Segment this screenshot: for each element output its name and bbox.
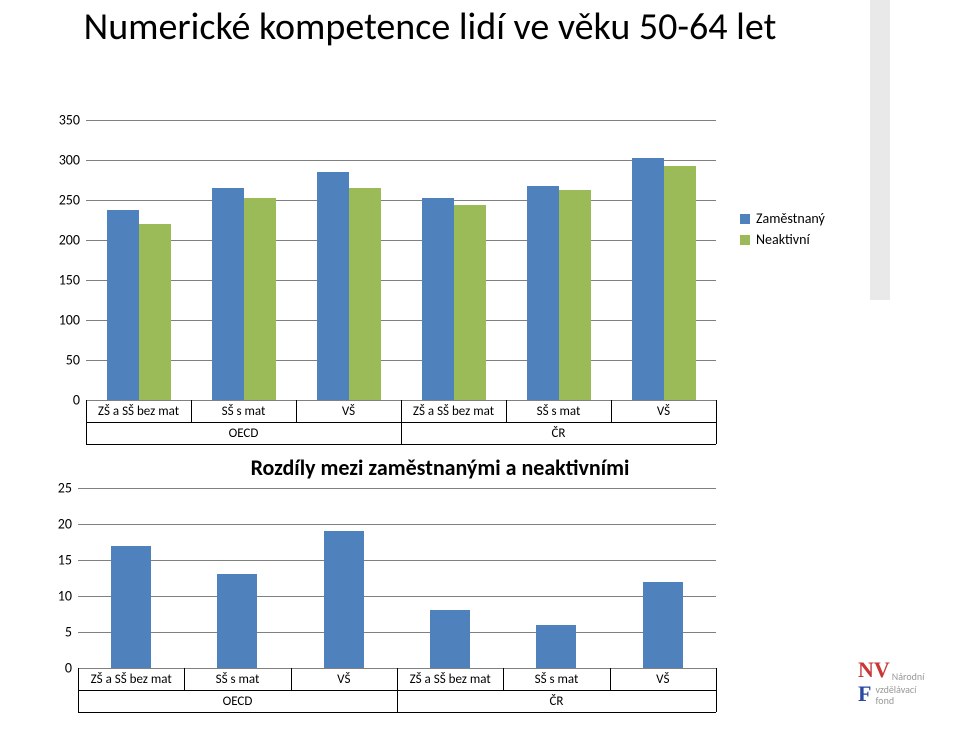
chart1-category-group: [611, 120, 716, 400]
chart2-group-label: OECD: [78, 694, 397, 714]
legend-label: Neaktivní: [756, 231, 810, 248]
chart1-group-label: ČR: [401, 426, 716, 446]
chart1-ytick: 50: [40, 352, 80, 369]
page-title: Numerické kompetence lidí ve věku 50-64 …: [40, 6, 820, 50]
chart1-category-group: [506, 120, 611, 400]
competence-chart: 050100150200250300350 ZŠ a SŠ bez matSŠ …: [40, 120, 820, 440]
chart1-bar: [107, 210, 139, 400]
chart1-plot-area: [86, 120, 716, 401]
chart1-bar: [317, 172, 349, 400]
chart1-x-label: VŠ: [296, 404, 401, 424]
chart1-bar: [422, 198, 454, 400]
chart1-category-group: [86, 120, 191, 400]
chart2-category-group: [397, 488, 503, 668]
chart1-group-label: OECD: [86, 426, 401, 446]
background-artifact: [870, 0, 890, 300]
chart1-bar: [527, 186, 559, 400]
chart1-ytick: 150: [40, 272, 80, 289]
logo-text-line: fond: [875, 695, 916, 706]
chart1-x-label: ZŠ a SŠ bez mat: [401, 404, 506, 424]
chart1-x-label: SŠ s mat: [191, 404, 296, 424]
chart2-x-label: ZŠ a SŠ bez mat: [397, 672, 503, 692]
chart1-bar: [664, 166, 696, 400]
chart2-category-group: [78, 488, 184, 668]
chart1-ytick: 100: [40, 312, 80, 329]
chart2-bar: [217, 574, 257, 668]
chart1-ytick: 0: [40, 392, 80, 409]
chart1-bar: [139, 224, 171, 400]
chart1-bar: [244, 198, 276, 400]
chart2-category-group: [291, 488, 397, 668]
chart2-ytick: 15: [40, 552, 72, 569]
chart1-bar: [212, 188, 244, 400]
chart2-x-label: SŠ s mat: [503, 672, 609, 692]
chart2-ytick: 20: [40, 516, 72, 533]
legend-label: Zaměstnaný: [756, 210, 825, 227]
chart2-bar: [111, 546, 151, 668]
chart2-category-group: [503, 488, 609, 668]
chart1-category-group: [401, 120, 506, 400]
chart2-ytick: 10: [40, 588, 72, 605]
legend-item-inactive: Neaktivní: [740, 231, 825, 248]
difference-chart: 0510152025 ZŠ a SŠ bez matSŠ s matVŠZŠ a…: [40, 488, 820, 728]
chart1-category-group: [296, 120, 401, 400]
chart2-x-label: VŠ: [291, 672, 397, 692]
chart2-ytick: 25: [40, 480, 72, 497]
chart1-bar: [454, 205, 486, 400]
chart1-ytick: 200: [40, 232, 80, 249]
chart2-bar: [324, 531, 364, 668]
chart1-ytick: 300: [40, 152, 80, 169]
chart2-ytick: 0: [40, 660, 72, 677]
legend-swatch-employed: [740, 214, 750, 224]
chart1-x-label: VŠ: [611, 404, 716, 424]
legend-item-employed: Zaměstnaný: [740, 210, 825, 227]
chart2-x-label: VŠ: [610, 672, 716, 692]
chart2-x-label: ZŠ a SŠ bez mat: [78, 672, 184, 692]
logo-letter-n: N: [858, 658, 874, 682]
chart1-bar: [349, 188, 381, 400]
chart2-plot-area: [78, 488, 716, 669]
chart2-bar: [643, 582, 683, 668]
nvf-logo: N V Národní F vzdělávací fond: [858, 658, 944, 706]
logo-letter-v: V: [874, 658, 888, 682]
chart2-category-group: [184, 488, 290, 668]
chart1-x-label: SŠ s mat: [506, 404, 611, 424]
chart2-bar: [430, 610, 470, 668]
legend: Zaměstnaný Neaktivní: [740, 210, 825, 252]
chart1-ytick: 350: [40, 112, 80, 129]
chart2-group-label: ČR: [397, 694, 716, 714]
legend-swatch-inactive: [740, 235, 750, 245]
chart1-x-label: ZŠ a SŠ bez mat: [86, 404, 191, 424]
chart1-bar: [559, 190, 591, 400]
chart1-ytick: 250: [40, 192, 80, 209]
chart2-category-group: [610, 488, 716, 668]
logo-letter-f: F: [858, 682, 871, 706]
chart1-category-group: [191, 120, 296, 400]
chart2-bar: [536, 625, 576, 668]
logo-text-line: Národní: [892, 671, 925, 682]
chart1-bar: [632, 158, 664, 400]
chart2-x-label: SŠ s mat: [184, 672, 290, 692]
chart2-ytick: 5: [40, 624, 72, 641]
chart2-title: Rozdíly mezi zaměstnanými a neaktivními: [120, 454, 760, 481]
